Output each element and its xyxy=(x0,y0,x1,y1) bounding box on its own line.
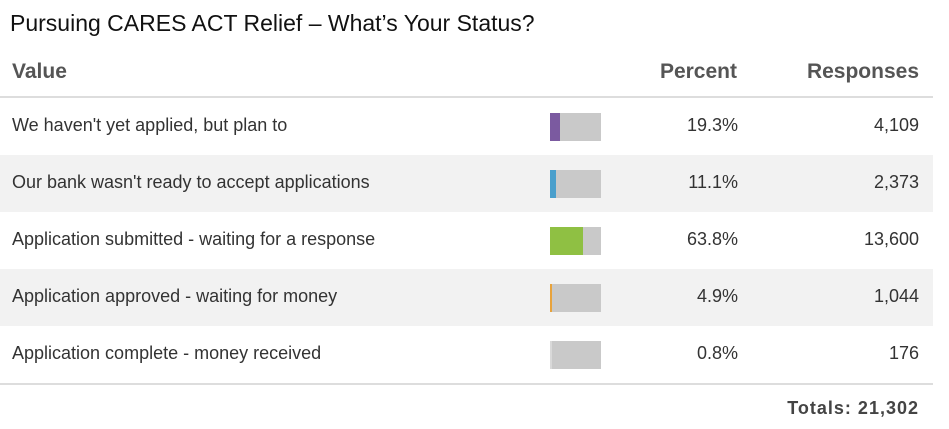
row-responses: 2,373 xyxy=(873,172,919,192)
table-row: Application complete - money received 0.… xyxy=(0,326,933,383)
table-row: We haven't yet applied, but plan to 19.3… xyxy=(0,98,933,155)
results-table: Value Percent Responses We haven't yet a… xyxy=(0,52,933,385)
percent-bar-track xyxy=(550,227,601,255)
header-value: Value xyxy=(12,60,67,83)
row-label: Application submitted - waiting for a re… xyxy=(12,229,376,249)
percent-bar-fill xyxy=(550,170,556,198)
row-label: Application approved - waiting for money xyxy=(12,286,338,306)
row-percent: 63.8% xyxy=(686,229,738,249)
page-title: Pursuing CARES ACT Relief – What’s Your … xyxy=(10,10,535,36)
percent-bar-fill xyxy=(550,341,552,369)
row-percent: 0.8% xyxy=(696,343,738,363)
row-responses: 1,044 xyxy=(873,286,919,306)
row-label: Application complete - money received xyxy=(12,343,322,363)
percent-bar-fill xyxy=(550,113,560,141)
percent-bar-track xyxy=(550,341,601,369)
row-label: Our bank wasn't ready to accept applicat… xyxy=(12,172,370,192)
percent-bar-fill xyxy=(550,284,553,312)
percent-bar-track xyxy=(550,113,601,141)
row-percent: 19.3% xyxy=(686,115,738,135)
row-percent: 4.9% xyxy=(696,286,738,306)
table-row: Our bank wasn't ready to accept applicat… xyxy=(0,155,933,212)
row-responses: 13,600 xyxy=(863,229,919,249)
percent-bar-track xyxy=(550,170,601,198)
header-responses: Responses xyxy=(806,60,919,83)
table-bottom-rule xyxy=(0,383,933,385)
row-percent: 11.1% xyxy=(688,172,738,192)
row-label: We haven't yet applied, but plan to xyxy=(12,115,288,135)
row-responses: 176 xyxy=(888,343,919,363)
row-responses: 4,109 xyxy=(873,115,919,135)
percent-bar-track xyxy=(550,284,601,312)
percent-bar-fill xyxy=(550,227,583,255)
totals-label: Totals: 21,302 xyxy=(787,398,919,418)
table-row: Application submitted - waiting for a re… xyxy=(0,212,933,269)
table-row: Application approved - waiting for money… xyxy=(0,269,933,326)
header-percent: Percent xyxy=(659,60,737,83)
table-header: Value Percent Responses xyxy=(0,52,933,98)
